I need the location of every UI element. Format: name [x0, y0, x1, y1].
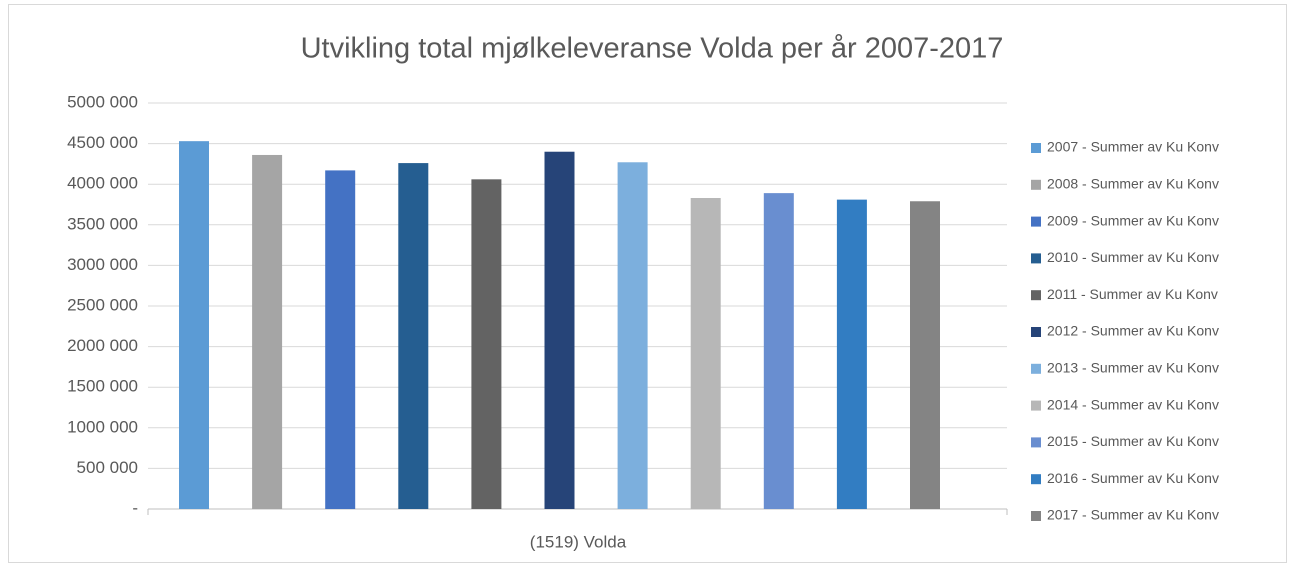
y-tick-label: 2500 000: [67, 295, 138, 314]
bar: [836, 199, 867, 510]
legend-label: 2017 - Summer av Ku Konv: [1047, 507, 1219, 523]
legend-swatch: [1031, 363, 1041, 374]
bar: [690, 198, 721, 509]
legend-label: 2013 - Summer av Ku Konv: [1047, 360, 1219, 376]
legend-swatch: [1031, 216, 1041, 227]
y-tick-label: 1000 000: [67, 417, 138, 436]
bar: [179, 141, 209, 509]
legend-label: 2016 - Summer av Ku Konv: [1047, 470, 1219, 486]
y-tick-label: 3500 000: [67, 214, 138, 233]
legend-swatch: [1031, 290, 1041, 301]
legend-swatch: [1031, 400, 1041, 411]
bar: [763, 193, 794, 509]
x-tick-label: (1519) Volda: [530, 532, 627, 551]
legend-swatch: [1031, 179, 1041, 190]
chart-title: Utvikling total mjølkeleveranse Volda pe…: [301, 33, 1004, 65]
legend-label: 2012 - Summer av Ku Konv: [1047, 323, 1219, 339]
y-tick-label: 1500 000: [67, 377, 138, 396]
legend-swatch: [1031, 437, 1041, 448]
legend-label: 2009 - Summer av Ku Konv: [1047, 212, 1219, 228]
y-tick-label: 3000 000: [67, 255, 138, 274]
y-tick-label: 500 000: [77, 458, 138, 477]
bar: [544, 151, 575, 509]
y-tick-label: 4500 000: [67, 133, 138, 152]
legend-label: 2011 - Summer av Ku Konv: [1047, 286, 1218, 302]
legend-label: 2008 - Summer av Ku Konv: [1047, 176, 1219, 192]
legend-label: 2015 - Summer av Ku Konv: [1047, 433, 1219, 449]
legend-swatch: [1031, 327, 1041, 337]
bar: [325, 170, 356, 509]
bar: [252, 154, 283, 509]
y-tick-label: -: [132, 498, 138, 517]
legend-swatch: [1031, 511, 1041, 521]
legend-swatch: [1031, 474, 1041, 485]
bar: [398, 163, 429, 509]
y-tick-label: 2000 000: [67, 336, 138, 355]
bar: [617, 162, 648, 509]
y-tick-label: 4000 000: [67, 174, 138, 193]
bar: [471, 179, 502, 509]
legend-label: 2007 - Summer av Ku Konv: [1047, 139, 1219, 155]
y-tick-label: 5000 000: [67, 92, 138, 111]
legend-label: 2014 - Summer av Ku Konv: [1047, 396, 1219, 412]
legend-swatch: [1031, 253, 1041, 264]
legend-label: 2010 - Summer av Ku Konv: [1047, 249, 1219, 265]
legend: 2007 - Summer av Ku Konv 2008 - Summer av…: [1031, 139, 1219, 523]
bar: [910, 201, 940, 509]
legend-swatch: [1031, 143, 1041, 153]
